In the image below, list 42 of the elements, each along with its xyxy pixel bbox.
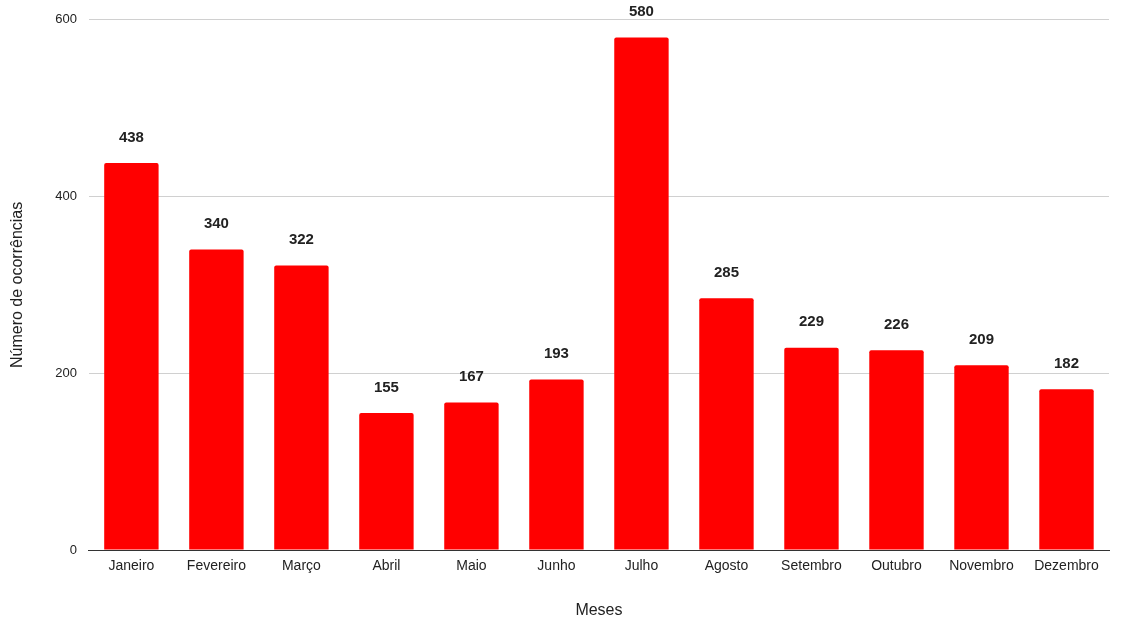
data-label: 193 (543, 344, 569, 362)
data-label: 340 (203, 214, 229, 232)
y-tick-label: 400 (55, 188, 77, 204)
y-tick-label: 200 (55, 364, 77, 380)
x-tick-label: Maio (456, 557, 487, 574)
bar (869, 350, 924, 550)
data-label: 229 (798, 312, 824, 330)
data-label: 167 (458, 367, 484, 385)
bar (189, 249, 244, 550)
data-label: 155 (373, 377, 399, 395)
bar (274, 265, 329, 550)
y-tick-label: 0 (69, 541, 77, 557)
x-tick-label: Junho (537, 557, 576, 574)
x-tick-label: Dezembro (1034, 557, 1099, 574)
data-label: 285 (713, 262, 739, 280)
x-tick-label: Fevereiro (186, 557, 247, 574)
x-tick-label: Janeiro (108, 557, 155, 574)
data-label: 226 (883, 314, 909, 332)
bar (104, 162, 159, 550)
bar (699, 298, 754, 550)
x-tick-label: Setembro (781, 557, 843, 574)
data-label: 580 (628, 2, 654, 20)
bar (529, 379, 584, 550)
bar (444, 402, 499, 550)
data-label: 182 (1053, 353, 1080, 371)
y-axis-title: Número de ocorrências (8, 201, 26, 369)
x-axis-title: Meses (575, 600, 623, 618)
bar (614, 37, 669, 550)
bar (359, 413, 414, 550)
x-tick-label: Julho (624, 557, 659, 574)
y-tick-label: 600 (55, 11, 77, 27)
bar (954, 365, 1009, 550)
x-tick-label: Abril (372, 557, 401, 574)
bar (784, 347, 839, 550)
data-label: 438 (118, 127, 144, 145)
data-label: 209 (968, 329, 994, 347)
data-label: 322 (288, 230, 314, 248)
bar (1039, 389, 1094, 550)
x-tick-label: Outubro (871, 557, 922, 574)
x-tick-label: Agosto (704, 557, 749, 574)
x-tick-label: Março (281, 557, 322, 574)
x-tick-label: Novembro (949, 557, 1014, 574)
